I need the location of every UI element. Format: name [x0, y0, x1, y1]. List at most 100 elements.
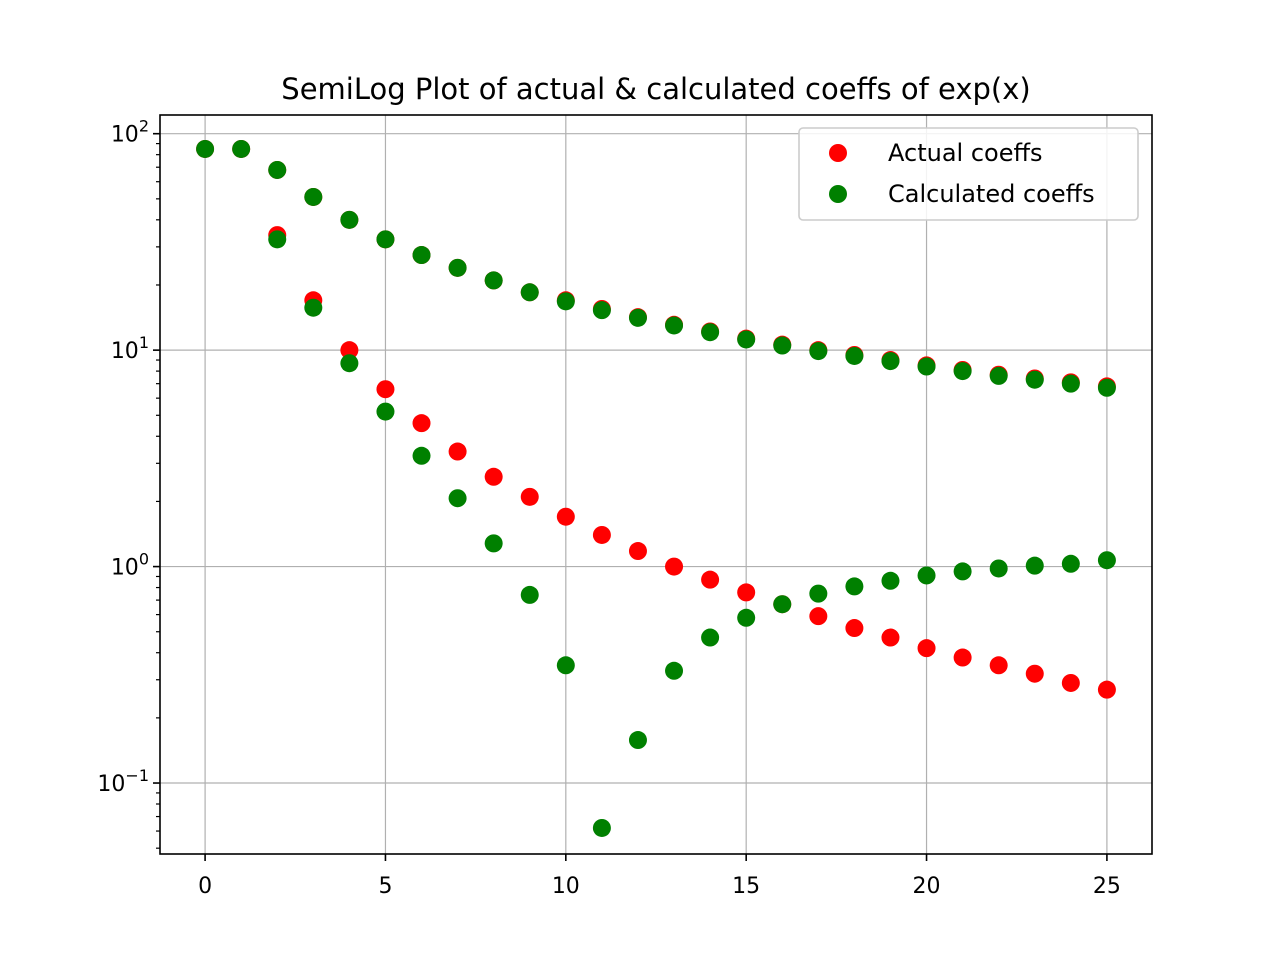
point-calculated-coeff [232, 139, 251, 158]
y-tick-exponent: −1 [125, 766, 149, 785]
point-calculated-coeff [701, 323, 720, 342]
legend-marker-actual [829, 144, 847, 162]
point-calculated-coeff [1097, 551, 1116, 570]
y-tick-label: 100 [111, 550, 149, 581]
point-calculated-coeff [1025, 370, 1044, 389]
point-calculated-coeff [340, 210, 359, 229]
y-tick-label: 10−1 [97, 766, 149, 797]
point-calculated-coeff [845, 577, 864, 596]
legend-label-actual: Actual coeffs [888, 139, 1043, 167]
point-actual-coeff [809, 607, 828, 626]
point-calculated-coeff [592, 301, 611, 320]
point-actual-coeff [665, 557, 684, 576]
point-calculated-coeff [1061, 554, 1080, 573]
point-calculated-coeff [376, 402, 395, 421]
y-tick-base: 10 [111, 339, 139, 364]
legend: Actual coeffs Calculated coeffs [798, 127, 1139, 221]
point-actual-coeff [484, 467, 503, 486]
x-tick-label: 20 [913, 874, 941, 899]
point-calculated-coeff [989, 366, 1008, 385]
point-calculated-coeff [917, 566, 936, 585]
legend-marker-calculated [829, 185, 847, 203]
y-tick-exponent: 1 [139, 333, 149, 352]
point-actual-coeff [1097, 680, 1116, 699]
y-tick-base: 10 [111, 123, 139, 148]
point-calculated-coeff [448, 258, 467, 277]
point-calculated-coeff [484, 534, 503, 553]
x-tick-label: 10 [552, 874, 580, 899]
legend-label-calculated: Calculated coeffs [888, 180, 1095, 208]
point-calculated-coeff [1097, 378, 1116, 397]
point-calculated-coeff [340, 354, 359, 373]
point-actual-coeff [737, 583, 756, 602]
chart-title: SemiLog Plot of actual & calculated coef… [281, 72, 1030, 106]
point-calculated-coeff [376, 230, 395, 249]
y-tick-exponent: 2 [139, 117, 149, 136]
point-calculated-coeff [773, 595, 792, 614]
point-calculated-coeff [592, 818, 611, 837]
point-calculated-coeff [989, 559, 1008, 578]
x-tick-label: 15 [732, 874, 760, 899]
point-calculated-coeff [556, 656, 575, 675]
point-calculated-coeff [304, 187, 323, 206]
point-actual-coeff [556, 507, 575, 526]
point-actual-coeff [592, 525, 611, 544]
point-calculated-coeff [809, 584, 828, 603]
point-calculated-coeff [953, 562, 972, 581]
point-calculated-coeff [304, 298, 323, 317]
point-calculated-coeff [520, 283, 539, 302]
point-calculated-coeff [845, 346, 864, 365]
point-actual-coeff [412, 414, 431, 433]
legend-box [798, 127, 1139, 221]
y-tick-exponent: 0 [139, 550, 149, 569]
point-actual-coeff [845, 619, 864, 638]
x-tick-label: 5 [378, 874, 392, 899]
point-calculated-coeff [196, 139, 215, 158]
point-actual-coeff [340, 341, 359, 360]
y-tick-label: 101 [111, 333, 149, 364]
point-actual-coeff [989, 656, 1008, 675]
x-tick-label: 0 [198, 874, 212, 899]
data-points [196, 139, 1116, 837]
point-calculated-coeff [1061, 374, 1080, 393]
point-actual-coeff [1025, 664, 1044, 683]
point-actual-coeff [520, 487, 539, 506]
y-tick-base: 10 [111, 556, 139, 581]
point-calculated-coeff [556, 292, 575, 311]
point-calculated-coeff [520, 585, 539, 604]
point-calculated-coeff [737, 608, 756, 627]
point-actual-coeff [701, 570, 720, 589]
point-calculated-coeff [484, 271, 503, 290]
point-actual-coeff [953, 648, 972, 667]
y-tick-label: 102 [111, 117, 149, 148]
point-calculated-coeff [268, 160, 287, 179]
point-calculated-coeff [628, 731, 647, 750]
point-calculated-coeff [268, 230, 287, 249]
point-calculated-coeff [773, 336, 792, 355]
grid [160, 115, 1152, 854]
point-calculated-coeff [665, 316, 684, 335]
point-calculated-coeff [917, 357, 936, 376]
point-actual-coeff [1061, 673, 1080, 692]
point-calculated-coeff [448, 489, 467, 508]
y-tick-base: 10 [97, 772, 125, 797]
point-actual-coeff [917, 639, 936, 658]
point-actual-coeff [448, 442, 467, 461]
point-calculated-coeff [412, 246, 431, 265]
point-calculated-coeff [412, 446, 431, 465]
point-actual-coeff [628, 542, 647, 561]
point-calculated-coeff [809, 342, 828, 361]
point-calculated-coeff [737, 330, 756, 349]
point-calculated-coeff [953, 362, 972, 381]
x-tick-label: 25 [1093, 874, 1121, 899]
plot-frame [159, 114, 1153, 855]
point-calculated-coeff [881, 352, 900, 371]
point-actual-coeff [881, 628, 900, 647]
point-actual-coeff [376, 380, 395, 399]
point-calculated-coeff [881, 571, 900, 590]
point-calculated-coeff [628, 308, 647, 327]
point-calculated-coeff [1025, 556, 1044, 575]
point-calculated-coeff [665, 661, 684, 680]
